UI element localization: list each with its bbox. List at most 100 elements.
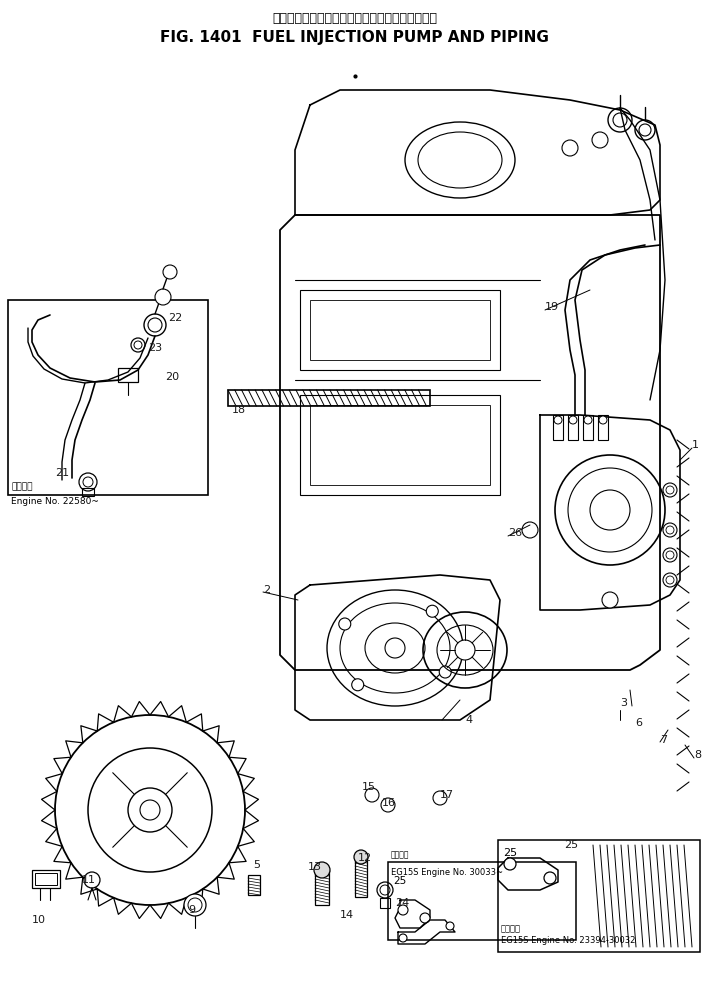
Bar [228, 390, 430, 406]
Circle shape [522, 522, 538, 538]
Circle shape [554, 416, 562, 424]
Circle shape [385, 638, 405, 658]
Circle shape [426, 605, 438, 617]
Text: 6: 6 [635, 718, 642, 728]
Circle shape [83, 477, 93, 487]
Circle shape [504, 858, 516, 870]
Text: 7: 7 [660, 735, 667, 745]
Bar [300, 395, 500, 495]
Text: 5: 5 [253, 860, 260, 870]
Bar [568, 415, 578, 440]
Circle shape [666, 526, 674, 534]
Circle shape [433, 791, 447, 805]
Text: 9: 9 [188, 905, 195, 915]
Bar [248, 875, 260, 895]
Circle shape [131, 338, 145, 352]
Circle shape [398, 905, 408, 915]
Circle shape [399, 934, 407, 942]
Circle shape [339, 618, 351, 630]
Text: 22: 22 [168, 313, 182, 323]
Text: 25: 25 [564, 840, 578, 850]
Circle shape [184, 894, 206, 916]
Text: 25: 25 [503, 848, 517, 858]
Circle shape [163, 265, 177, 279]
Text: 26: 26 [508, 528, 522, 538]
Text: 23: 23 [148, 343, 162, 353]
Circle shape [666, 486, 674, 494]
Text: 2: 2 [263, 585, 270, 595]
Text: 20: 20 [165, 372, 179, 382]
Text: 1: 1 [692, 440, 699, 450]
Circle shape [377, 882, 393, 898]
Text: 18: 18 [232, 405, 246, 415]
Circle shape [584, 416, 592, 424]
Text: フェルインジェクションポンプおよびパイピング: フェルインジェクションポンプおよびパイピング [272, 12, 437, 25]
Circle shape [365, 788, 379, 802]
Bar [310, 405, 490, 485]
Circle shape [380, 885, 390, 895]
Circle shape [314, 862, 330, 878]
Circle shape [381, 798, 395, 812]
Text: 適用号機: 適用号機 [391, 850, 410, 859]
Circle shape [155, 289, 171, 305]
Text: EG15S Engine No. 23394-30032: EG15S Engine No. 23394-30032 [501, 936, 635, 945]
Circle shape [663, 548, 677, 562]
Bar [355, 857, 367, 897]
Text: Engine No. 22580~: Engine No. 22580~ [11, 497, 99, 506]
Bar [82, 488, 94, 496]
Text: 10: 10 [32, 915, 46, 925]
Bar [35, 873, 57, 885]
Circle shape [188, 898, 202, 912]
Circle shape [455, 640, 475, 660]
Text: 15: 15 [362, 782, 376, 792]
Circle shape [663, 523, 677, 537]
Circle shape [352, 679, 364, 690]
Text: FIG. 1401  FUEL INJECTION PUMP AND PIPING: FIG. 1401 FUEL INJECTION PUMP AND PIPING [160, 30, 549, 45]
Circle shape [663, 483, 677, 497]
Bar [300, 290, 500, 370]
Circle shape [663, 573, 677, 587]
Bar [388, 862, 576, 940]
Text: 8: 8 [694, 750, 701, 760]
Text: 3: 3 [620, 698, 627, 708]
Bar [8, 300, 208, 495]
Text: 適用号機: 適用号機 [11, 482, 33, 491]
Circle shape [602, 592, 618, 608]
Text: EG15S Engine No. 30033~: EG15S Engine No. 30033~ [391, 868, 503, 877]
Bar [32, 870, 60, 888]
Bar [315, 870, 329, 905]
Circle shape [84, 872, 100, 888]
Bar [553, 415, 563, 440]
Bar [583, 415, 593, 440]
Circle shape [544, 872, 556, 884]
Text: 適用号機: 適用号機 [501, 924, 521, 933]
Text: 17: 17 [440, 790, 454, 800]
Circle shape [446, 922, 454, 930]
Circle shape [599, 416, 607, 424]
Bar [380, 898, 390, 908]
Circle shape [354, 850, 368, 864]
Bar [498, 840, 700, 952]
Circle shape [144, 314, 166, 336]
Circle shape [420, 913, 430, 923]
Text: 13: 13 [308, 862, 322, 872]
Text: 11: 11 [82, 875, 96, 885]
Bar [118, 368, 138, 382]
Circle shape [148, 318, 162, 332]
Text: 24: 24 [395, 898, 409, 908]
Text: 12: 12 [358, 853, 372, 863]
Text: 19: 19 [545, 302, 559, 312]
Circle shape [666, 576, 674, 584]
Circle shape [134, 341, 142, 349]
Circle shape [569, 416, 577, 424]
Circle shape [79, 473, 97, 491]
Bar [598, 415, 608, 440]
Circle shape [440, 666, 451, 678]
Text: 16: 16 [382, 798, 396, 808]
Text: 21: 21 [55, 468, 69, 478]
Text: 25: 25 [393, 876, 406, 886]
Circle shape [666, 551, 674, 559]
Text: 4: 4 [465, 715, 472, 725]
Bar [310, 300, 490, 360]
Text: 14: 14 [340, 910, 354, 920]
